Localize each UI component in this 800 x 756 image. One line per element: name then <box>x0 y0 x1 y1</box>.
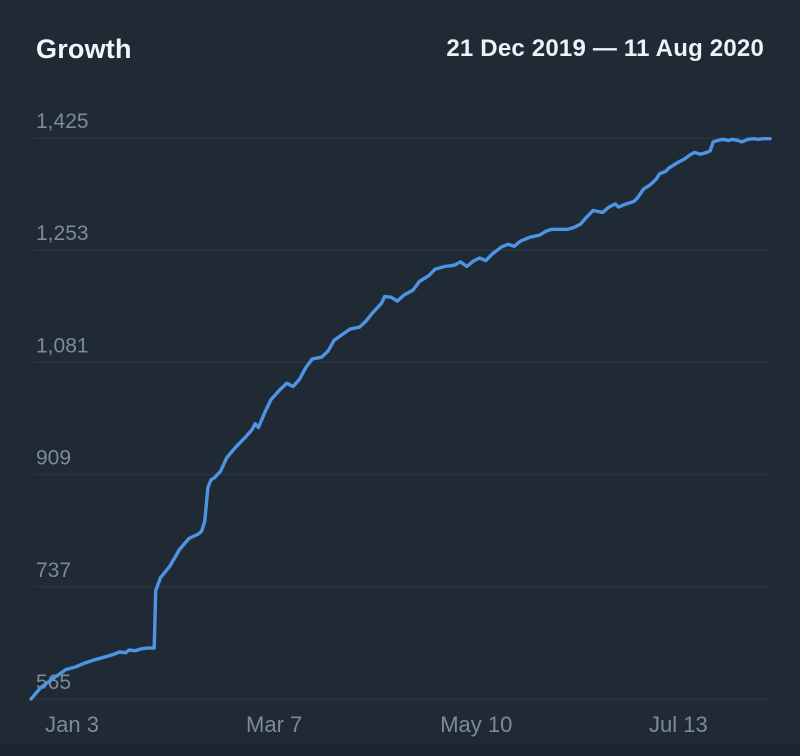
y-tick-label: 1,253 <box>36 222 89 245</box>
x-tick-label: Jul 13 <box>649 712 708 737</box>
y-tick-label: 1,425 <box>36 110 89 133</box>
chart-date-range: 21 Dec 2019 — 11 Aug 2020 <box>446 35 764 62</box>
x-tick-label: May 10 <box>440 712 512 737</box>
x-tick-label: Mar 7 <box>246 712 302 737</box>
y-tick-label: 565 <box>36 671 71 694</box>
y-tick-label: 737 <box>36 559 71 582</box>
growth-series-line[interactable] <box>29 137 772 701</box>
bottom-band <box>0 744 800 756</box>
chart-header: Growth 21 Dec 2019 — 11 Aug 2020 <box>0 0 800 80</box>
y-tick-label: 1,081 <box>36 334 89 357</box>
x-tick-label: Jan 3 <box>45 712 99 737</box>
y-tick-label: 909 <box>36 447 71 470</box>
chart-title: Growth <box>36 33 132 64</box>
